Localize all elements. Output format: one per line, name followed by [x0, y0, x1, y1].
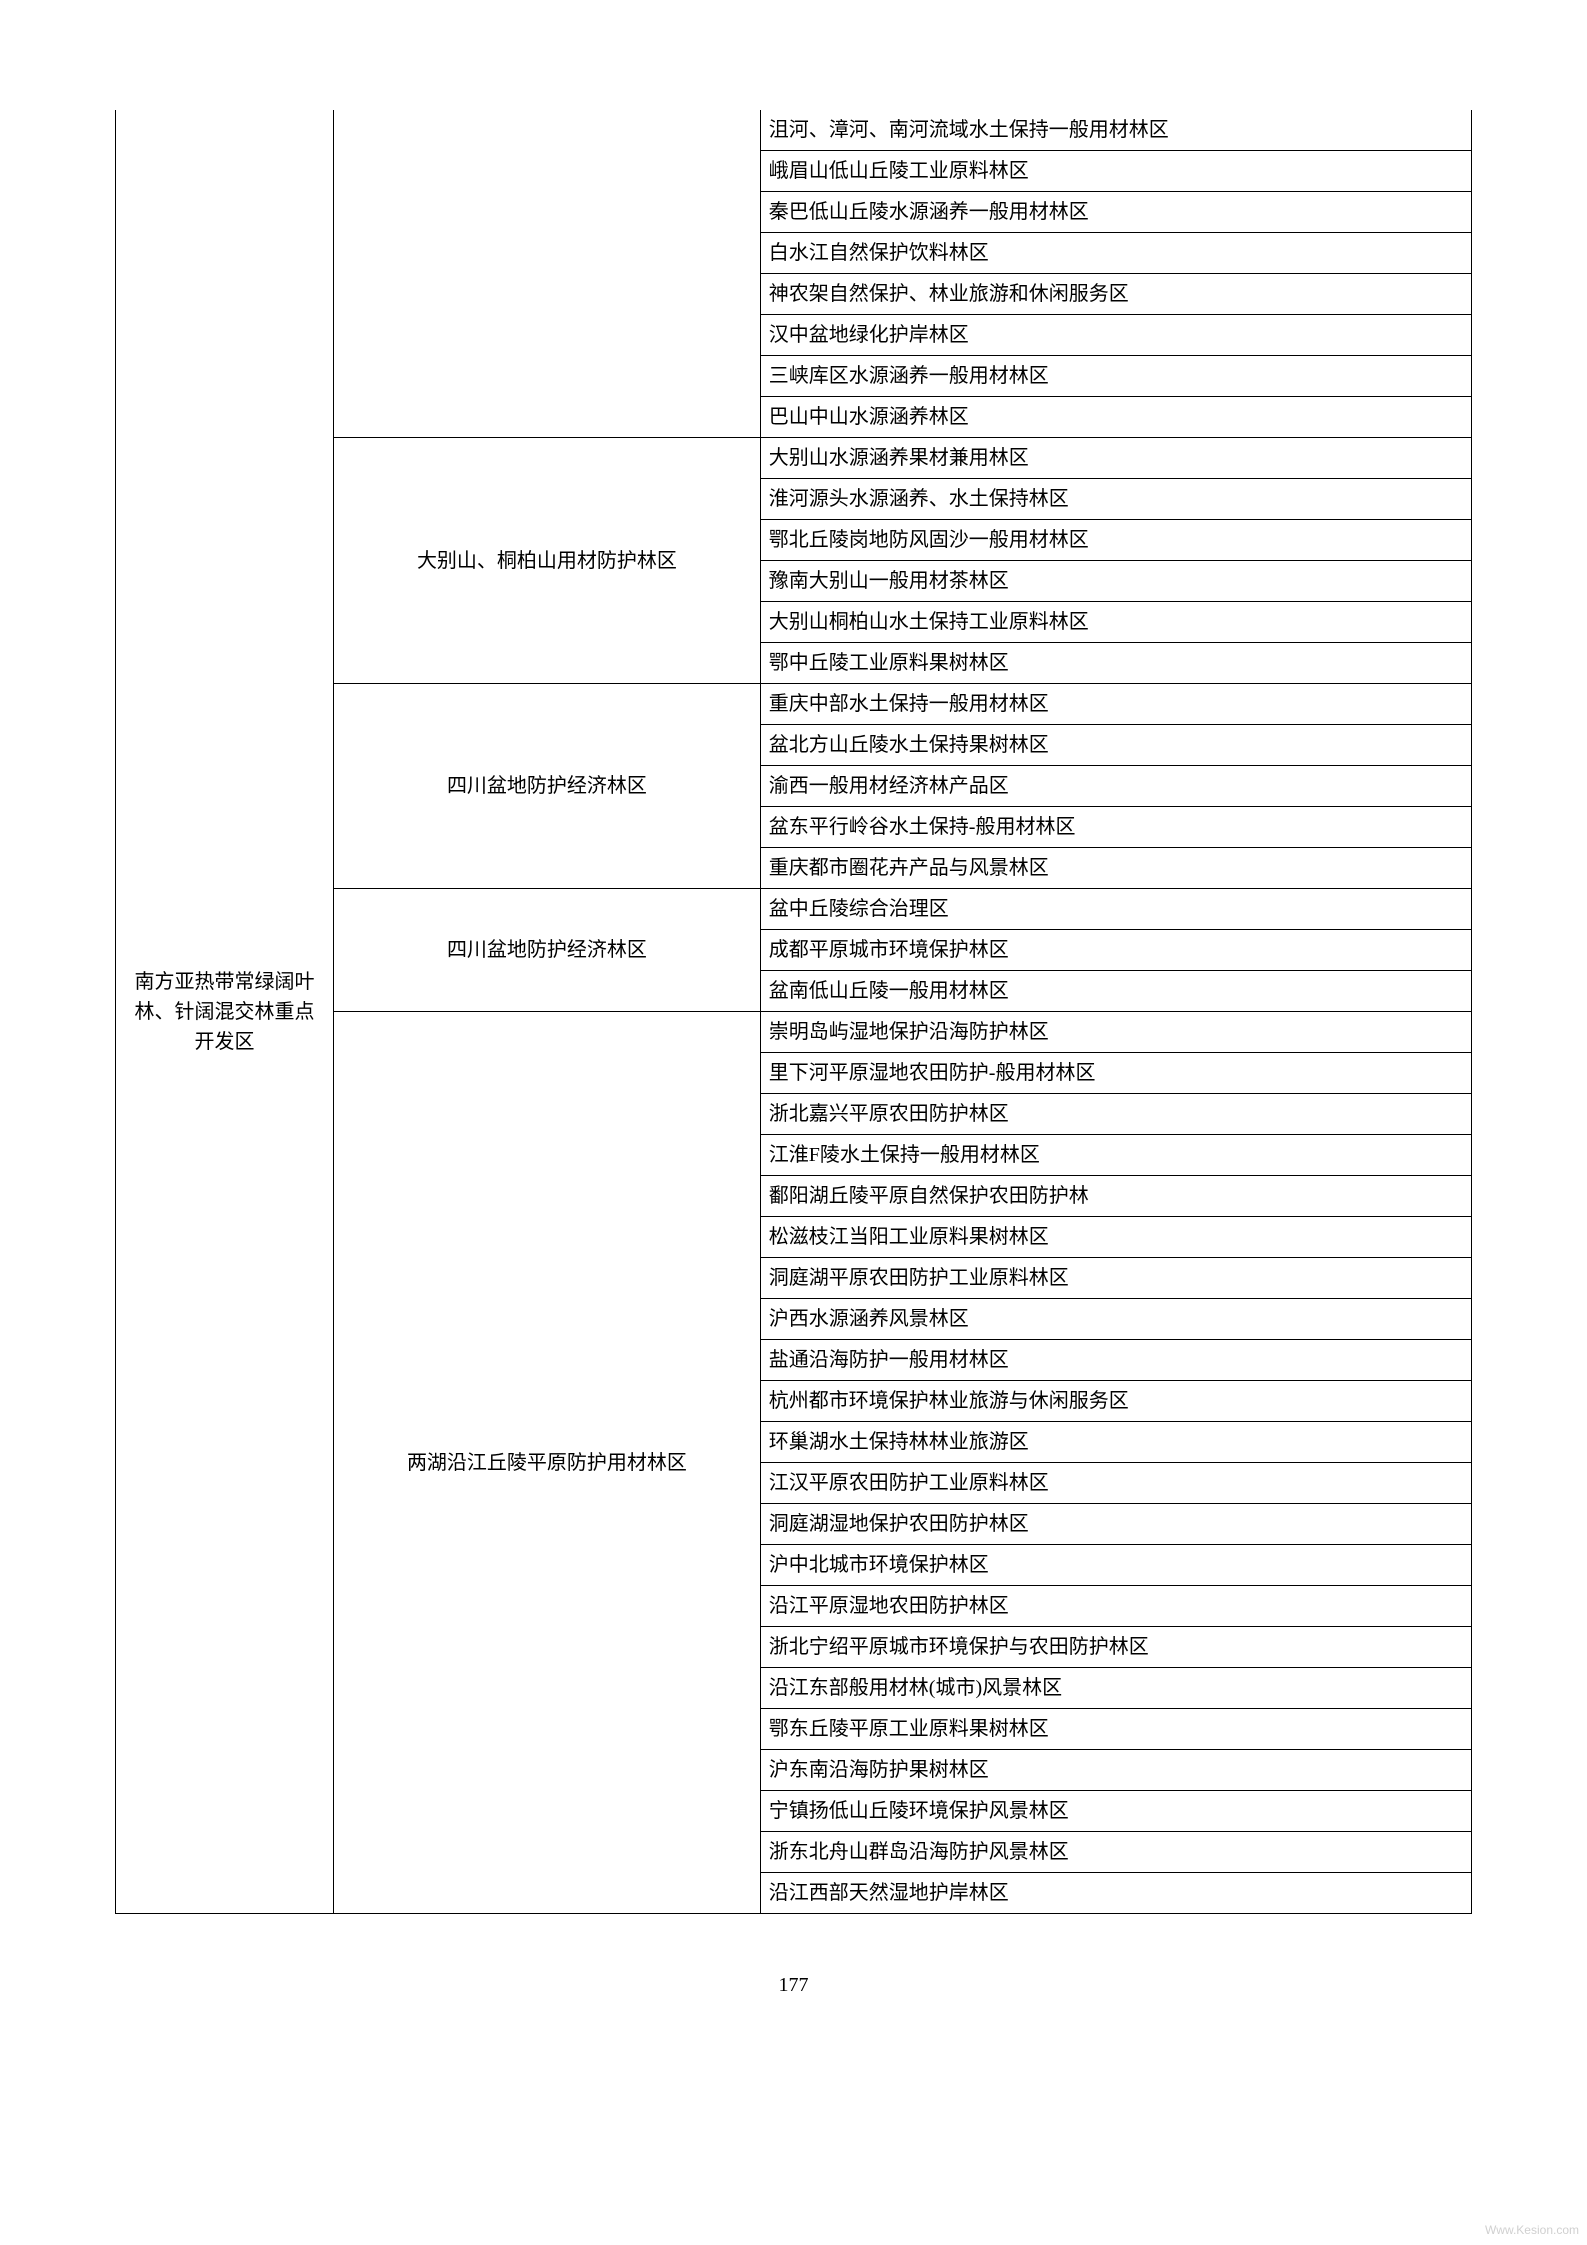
zone-level3: 盆南低山丘陵一般用材林区: [760, 971, 1471, 1012]
zone-level3: 浙东北舟山群岛沿海防护风景林区: [760, 1832, 1471, 1873]
zone-level3: 沿江平原湿地农田防护林区: [760, 1586, 1471, 1627]
zone-level3: 江汉平原农田防护工业原料林区: [760, 1463, 1471, 1504]
zone-level3: 盆中丘陵综合治理区: [760, 889, 1471, 930]
zone-level3: 杭州都市环境保护林业旅游与休闲服务区: [760, 1381, 1471, 1422]
zone-level3: 渝西一般用材经济林产品区: [760, 766, 1471, 807]
zone-level3: 沮河、漳河、南河流域水土保持一般用材林区: [760, 110, 1471, 151]
table-row: 南方亚热带常绿阔叶林、针阔混交林重点开发区沮河、漳河、南河流域水土保持一般用材林…: [116, 110, 1472, 151]
zone-level3: 巴山中山水源涵养林区: [760, 397, 1471, 438]
zone-level3: 松滋枝江当阳工业原料果树林区: [760, 1217, 1471, 1258]
zone-level3: 洞庭湖平原农田防护工业原料林区: [760, 1258, 1471, 1299]
zone-level3: 神农架自然保护、林业旅游和休闲服务区: [760, 274, 1471, 315]
zone-level3: 沿江东部般用材林(城市)风景林区: [760, 1668, 1471, 1709]
zone-level3: 大别山桐柏山水土保持工业原料林区: [760, 602, 1471, 643]
zone-level3: 盐通沿海防护一般用材林区: [760, 1340, 1471, 1381]
zone-level3: 里下河平原湿地农田防护-般用材林区: [760, 1053, 1471, 1094]
forest-zone-table: 南方亚热带常绿阔叶林、针阔混交林重点开发区 沮河、漳河、南河流域水土保持一般用材林…: [115, 110, 1472, 1914]
zone-level2: 大别山、桐柏山用材防护林区: [334, 438, 761, 684]
zone-level3: 沪中北城市环境保护林区: [760, 1545, 1471, 1586]
zone-level3: 盆北方山丘陵水土保持果树林区: [760, 725, 1471, 766]
zone-level3: 大别山水源涵养果材兼用林区: [760, 438, 1471, 479]
zone-level3: 重庆中部水土保持一般用材林区: [760, 684, 1471, 725]
zone-level3: 洞庭湖湿地保护农田防护林区: [760, 1504, 1471, 1545]
zone-level3: 峨眉山低山丘陵工业原料林区: [760, 151, 1471, 192]
zone-level3: 盆东平行岭谷水土保持-般用材林区: [760, 807, 1471, 848]
zone-level3: 沪西水源涵养风景林区: [760, 1299, 1471, 1340]
zone-level3: 豫南大别山一般用材茶林区: [760, 561, 1471, 602]
zone-level2: 两湖沿江丘陵平原防护用材林区: [334, 1012, 761, 1914]
zone-level2: 四川盆地防护经济林区: [334, 684, 761, 889]
zone-level3: 沿江西部天然湿地护岸林区: [760, 1873, 1471, 1914]
zone-level3: 沪东南沿海防护果树林区: [760, 1750, 1471, 1791]
zone-level3: 鄱阳湖丘陵平原自然保护农田防护林: [760, 1176, 1471, 1217]
zone-level3: 鄂东丘陵平原工业原料果树林区: [760, 1709, 1471, 1750]
zone-level3: 淮河源头水源涵养、水土保持林区: [760, 479, 1471, 520]
zone-level3: 浙北宁绍平原城市环境保护与农田防护林区: [760, 1627, 1471, 1668]
zone-level3: 鄂中丘陵工业原料果树林区: [760, 643, 1471, 684]
zone-level3: 白水江自然保护饮料林区: [760, 233, 1471, 274]
zone-level3: 鄂北丘陵岗地防风固沙一般用材林区: [760, 520, 1471, 561]
zone-level3: 重庆都市圈花卉产品与风景林区: [760, 848, 1471, 889]
zone-level2: 四川盆地防护经济林区: [334, 889, 761, 1012]
zone-level1: 南方亚热带常绿阔叶林、针阔混交林重点开发区: [116, 110, 334, 1914]
page-number: 177: [115, 1974, 1472, 1997]
zone-level3: 汉中盆地绿化护岸林区: [760, 315, 1471, 356]
watermark: Www.Kesion.com: [1485, 2223, 1579, 2237]
zone-level3: 秦巴低山丘陵水源涵养一般用材林区: [760, 192, 1471, 233]
zone-level3: 成都平原城市环境保护林区: [760, 930, 1471, 971]
page-container: 南方亚热带常绿阔叶林、针阔混交林重点开发区 沮河、漳河、南河流域水土保持一般用材林…: [0, 0, 1587, 2077]
zone-level3: 崇明岛屿湿地保护沿海防护林区: [760, 1012, 1471, 1053]
zone-level3: 三峡库区水源涵养一般用材林区: [760, 356, 1471, 397]
zone-level3: 宁镇扬低山丘陵环境保护风景林区: [760, 1791, 1471, 1832]
zone-level3: 浙北嘉兴平原农田防护林区: [760, 1094, 1471, 1135]
zone-level3: 环巢湖水土保持林林业旅游区: [760, 1422, 1471, 1463]
zone-level3: 江淮F陵水土保持一般用材林区: [760, 1135, 1471, 1176]
zone-level2: [334, 110, 761, 438]
